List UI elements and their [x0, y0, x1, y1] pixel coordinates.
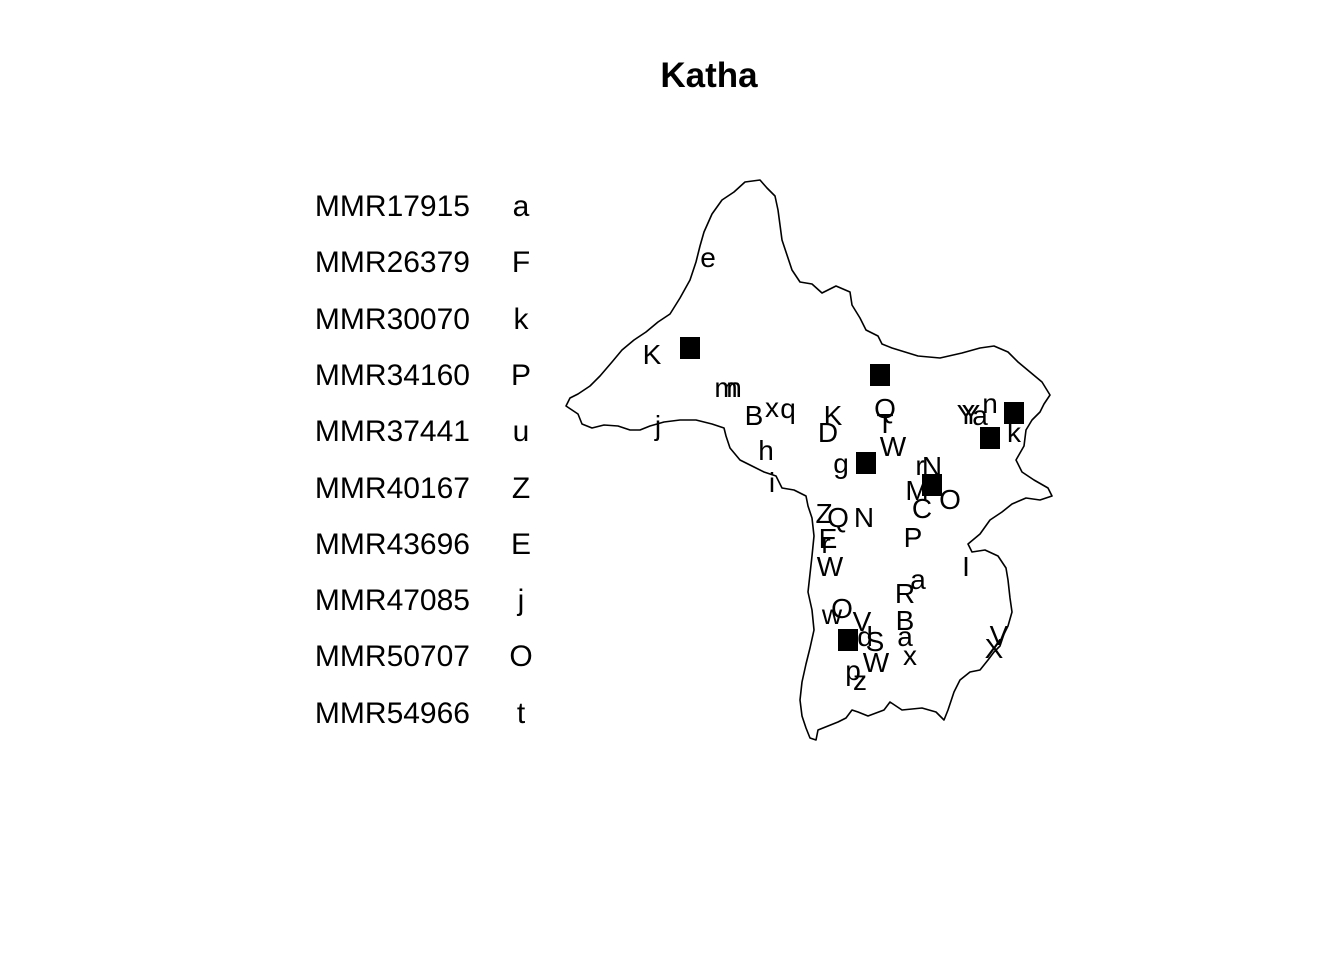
legend-symbol: F	[511, 246, 531, 280]
legend-symbol: k	[513, 302, 529, 336]
site-marker: Y	[957, 399, 976, 430]
site-marker: O	[939, 484, 961, 515]
legend-row: MMR26379 F	[0, 246, 560, 286]
site-marker: w	[821, 599, 843, 630]
legend-code: MMR50707	[314, 640, 470, 674]
overlapping-markers	[922, 474, 942, 496]
legend-row: MMR54966 t	[0, 697, 560, 737]
legend-code: MMR47085	[314, 584, 470, 618]
legend-code: MMR26379	[314, 246, 470, 280]
site-marker: Q	[827, 502, 849, 533]
site-marker: z	[853, 665, 867, 696]
legend-code: MMR17915	[314, 190, 470, 223]
legend-row: MMR43696 E	[0, 528, 560, 568]
site-marker: N	[922, 451, 942, 482]
site-marker: x	[765, 392, 779, 423]
legend-symbol: j	[517, 584, 525, 618]
site-marker: M	[905, 475, 928, 506]
site-marker: a	[910, 564, 926, 595]
legend-code: MMR43696	[314, 527, 470, 561]
site-marker: V	[990, 620, 1009, 651]
site-marker: e	[700, 242, 716, 273]
legend-row: MMR37441 u	[0, 415, 560, 455]
site-marker: a	[972, 400, 988, 431]
site-marker: d	[857, 621, 873, 652]
legend-row: MMR47085 j	[0, 584, 560, 624]
site-marker: g	[833, 448, 849, 479]
site-marker: h	[758, 435, 774, 466]
site-marker: Y	[962, 399, 981, 430]
overlapping-markers	[856, 452, 876, 474]
site-marker: D	[818, 417, 838, 448]
site-marker: S	[866, 626, 885, 657]
site-marker: q	[780, 393, 796, 424]
site-marker: C	[912, 493, 932, 524]
overlapping-markers	[838, 629, 858, 651]
overlapping-markers	[680, 337, 700, 359]
site-marker: j	[654, 410, 661, 441]
site-marker: i	[769, 467, 775, 498]
site-marker: r	[821, 528, 830, 559]
site-marker: r	[915, 450, 924, 481]
site-marker: n	[982, 388, 998, 419]
legend-symbol: Z	[511, 471, 531, 505]
site-marker: T	[876, 408, 893, 439]
legend-row: MMR40167 Z	[0, 472, 560, 512]
overlapping-markers	[1004, 402, 1024, 424]
site-marker: k	[1007, 417, 1022, 448]
legend-row: MMR30070 k	[0, 303, 560, 343]
site-marker: N	[854, 502, 874, 533]
legend-row: MMR50707 O	[0, 640, 560, 680]
site-marker: m	[714, 372, 737, 403]
site-marker: p	[845, 655, 861, 686]
site-marker: E	[819, 523, 838, 554]
site-marker: R	[895, 578, 915, 609]
site-marker: K	[824, 400, 843, 431]
map-title: Katha	[660, 56, 758, 95]
overlapping-markers	[980, 427, 1000, 449]
site-marker: I	[962, 551, 970, 582]
site-marker: W	[863, 647, 890, 678]
site-marker: V	[853, 606, 872, 637]
legend-row: MMR34160 P	[0, 359, 560, 399]
region-outline	[565, 179, 1053, 741]
site-marker: X	[985, 633, 1004, 664]
legend-code: MMR34160	[314, 358, 470, 392]
site-marker: n	[726, 372, 742, 403]
legend-symbol: t	[516, 696, 526, 730]
legend-code: MMR54966	[314, 696, 470, 730]
site-marker: O	[831, 593, 853, 624]
overlapping-markers	[870, 364, 890, 386]
legend-symbol: a	[512, 190, 530, 223]
site-marker: x	[903, 640, 917, 671]
site-marker: K	[643, 339, 662, 370]
legend-symbol: u	[512, 415, 530, 449]
site-marker: P	[904, 522, 923, 553]
site-marker: W	[817, 551, 844, 582]
legend-symbol: O	[509, 640, 533, 674]
legend-code: MMR30070	[314, 302, 470, 336]
legend-symbol: P	[510, 358, 531, 392]
legend-code: MMR40167	[314, 471, 470, 505]
site-marker: W	[880, 431, 907, 462]
legend-row: MMR17915 a	[0, 190, 560, 230]
legend-symbol: E	[510, 527, 531, 561]
site-marker: B	[896, 605, 915, 636]
site-marker: Z	[815, 498, 832, 529]
legend-code: MMR37441	[314, 415, 470, 449]
site-marker: a	[897, 621, 913, 652]
site-marker: Q	[874, 393, 896, 424]
site-marker: B	[745, 400, 764, 431]
